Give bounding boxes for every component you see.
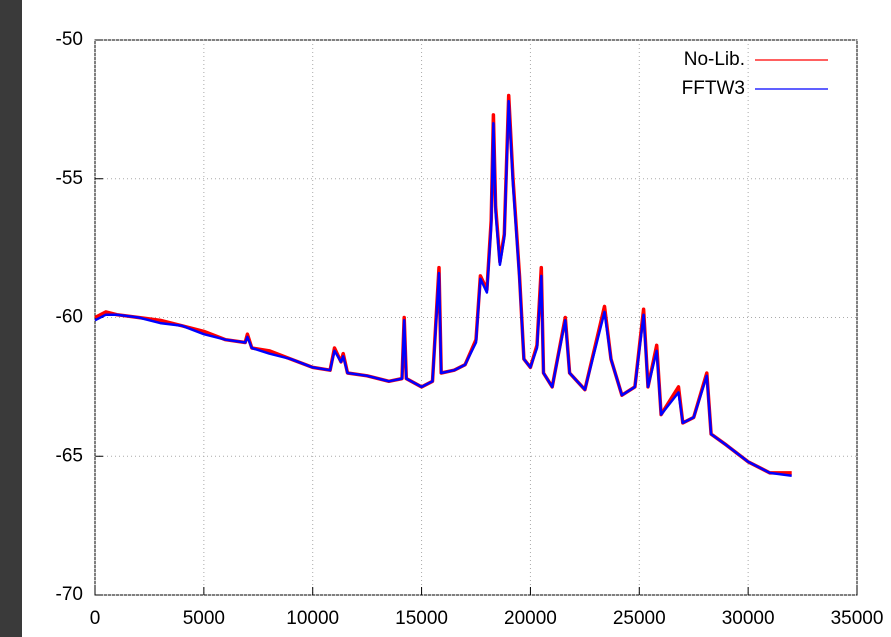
x-tick-label: 0 (90, 608, 101, 629)
x-tick-label: 25000 (613, 608, 666, 629)
x-tick-label: 35000 (831, 608, 884, 629)
y-tick-label: -55 (56, 168, 83, 189)
x-tick-label: 15000 (395, 608, 448, 629)
y-tick-label: -50 (56, 29, 83, 50)
y-tick-label: -70 (56, 584, 83, 605)
legend-label: No-Lib. (684, 49, 745, 70)
x-tick-label: 10000 (286, 608, 339, 629)
y-tick-label: -65 (56, 445, 83, 466)
series-line (94, 99, 792, 477)
x-tick-label: 20000 (504, 608, 557, 629)
y-tick-label: -60 (56, 307, 83, 328)
x-tick-label: 5000 (183, 608, 225, 629)
legend-label: FFTW3 (682, 78, 745, 99)
background-photo-strip (0, 0, 22, 637)
x-tick-label: 30000 (722, 608, 775, 629)
